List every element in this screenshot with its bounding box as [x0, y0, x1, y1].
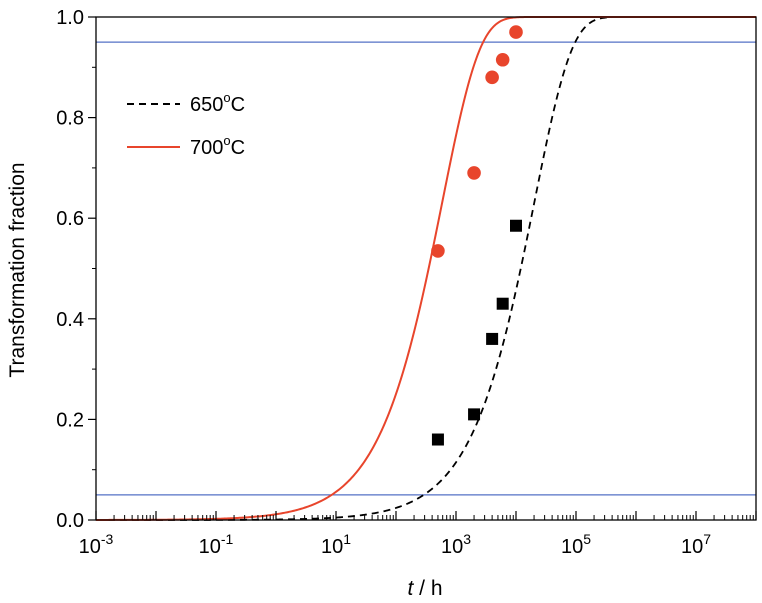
legend-label-value: 650: [190, 94, 223, 116]
data-markers: [431, 25, 523, 446]
y-tick-label: 0.8: [56, 108, 84, 130]
x-tick-exponent: 5: [583, 531, 591, 547]
data-point-s1-1: [467, 166, 481, 180]
y-axis-title: Transformation fraction: [6, 162, 29, 377]
legend-label-unit: C: [231, 137, 245, 159]
data-point-s0-3: [496, 297, 509, 310]
x-tick-exponent: -3: [101, 531, 114, 547]
x-tick-exponent: 7: [703, 531, 711, 547]
x-tick-base: 10: [681, 536, 703, 558]
x-tick-exponent: -1: [221, 531, 234, 547]
y-tick-label: 0.6: [56, 208, 84, 230]
x-tick-label: 101: [321, 531, 351, 558]
y-tick-label: 0.0: [56, 510, 84, 532]
x-tick-label: 10-1: [199, 531, 234, 558]
x-tick-base: 10: [441, 536, 463, 558]
legend-label-0: 650oC: [190, 90, 245, 116]
x-tick-base: 10: [199, 536, 221, 558]
data-point-s1-0: [431, 244, 445, 258]
legend-label-degree: o: [223, 133, 230, 148]
legend-label-value: 700: [190, 137, 223, 159]
data-point-s1-3: [495, 52, 510, 67]
reference-lines: [96, 41, 756, 496]
data-point-s0-1: [468, 408, 481, 421]
legend-label-unit: C: [231, 94, 245, 116]
x-tick-base: 10: [321, 536, 343, 558]
x-tick-base: 10: [79, 536, 101, 558]
y-tick-label: 0.4: [56, 309, 84, 331]
x-tick-label: 10-3: [79, 531, 114, 558]
x-tick-label: 107: [681, 531, 711, 558]
y-tick-label: 0.2: [56, 409, 84, 431]
data-point-s0-2: [486, 332, 499, 345]
data-point-s0-4: [510, 219, 522, 232]
x-tick-base: 10: [561, 536, 583, 558]
y-tick-label: 1.0: [56, 7, 84, 29]
x-axis-title-variable: t: [407, 577, 414, 600]
x-tick-exponent: 3: [463, 531, 471, 547]
data-point-s1-4: [509, 25, 523, 39]
data-point-s1-2: [485, 70, 499, 85]
x-axis-title-unit: / h: [413, 577, 442, 600]
x-tick-label: 103: [441, 531, 471, 558]
legend-label-1: 700oC: [190, 133, 245, 159]
x-tick-exponent: 1: [343, 531, 351, 547]
data-point-s0-0: [431, 433, 444, 446]
legend-label-degree: o: [223, 90, 230, 105]
x-axis-title: t / h: [407, 577, 442, 600]
x-tick-label: 105: [561, 531, 591, 558]
